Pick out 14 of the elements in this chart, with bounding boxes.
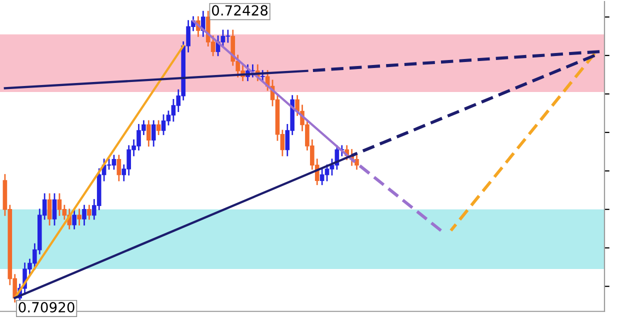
candlestick [260, 70, 265, 82]
candlestick [146, 120, 151, 147]
annotation: 0.72428 [212, 5, 268, 16]
candlestick [87, 204, 92, 220]
candlestick [116, 154, 122, 182]
candlestick [82, 204, 86, 226]
candlestick [77, 208, 82, 226]
candlestick [156, 120, 161, 136]
annotation: 0.70920 [18, 302, 74, 312]
candlestick [52, 193, 57, 226]
candlestick [151, 120, 156, 147]
candlestick [354, 154, 359, 170]
candlestick [72, 208, 76, 230]
candlestick [47, 193, 52, 226]
